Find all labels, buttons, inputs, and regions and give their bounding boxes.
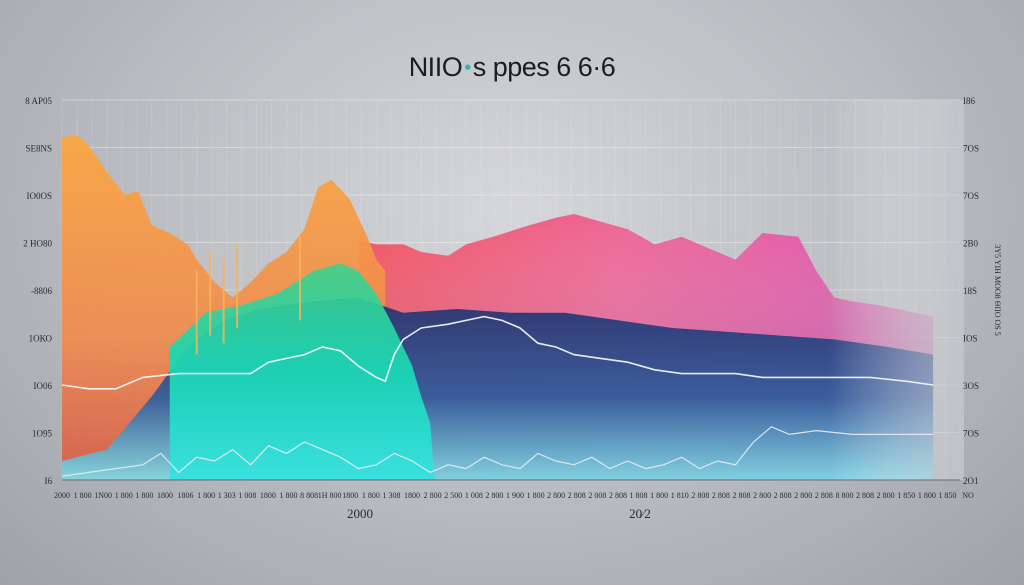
axes: 8 ΑΡ05 SЕ8ΝS ΙΟ0ΟS 2 ΗΟ80 -8806 1ΟΚΟ ΙΟ06 1Ο95 Ι… [23, 96, 1002, 521]
line-series-1 [61, 315, 934, 390]
x-tick-label: 1 800 [362, 491, 380, 500]
x-year-label: 2000 [347, 506, 373, 521]
x-tick-label: 1800 [157, 491, 173, 500]
x-tick-label: 1 808 [630, 491, 648, 500]
y-left-tick-label: Ι6 [45, 476, 53, 486]
x-tick-label: 2 808 [774, 491, 792, 500]
x-tick-label: 2 800 [424, 491, 442, 500]
y-left-tick-label: 8 ΑΡ05 [25, 96, 52, 106]
x-tick-label: 8 808 [300, 491, 318, 500]
x-tick-label: 1 800 [135, 491, 153, 500]
x-tick-label: 8 800 [835, 491, 853, 500]
chart-edge-fade [62, 100, 964, 480]
y-right-tick-label: 7ΟS [963, 191, 979, 201]
x-tick-label: 1 810 [671, 491, 689, 500]
x-tick-label: 1 303 [218, 491, 236, 500]
x-tick-label: 2 800 [877, 491, 895, 500]
line-series-group [61, 315, 934, 477]
x-tick-label: 1800 [404, 491, 420, 500]
x-tick-label: 2 800 [794, 491, 812, 500]
x-tick-label: 2 808 [609, 491, 627, 500]
y-left-tick-label: ΙΟ06 [34, 381, 53, 391]
x-tick-label: 1 800 [527, 491, 545, 500]
x-tick-label: 1 008 [465, 491, 483, 500]
x-tick-label: 2000 [54, 491, 70, 500]
x-tick-label: 1800 [342, 491, 358, 500]
x-tick-label: 2 808 [568, 491, 586, 500]
x-tick-label: 2 808 [733, 491, 751, 500]
x-tick-label: 1 008 [238, 491, 256, 500]
y-right-tick-label: Ι86 [963, 96, 975, 106]
x-tick-label: 1Η 800 [318, 491, 342, 500]
x-tick-label: 1 850 [897, 491, 915, 500]
x-tick-label: 1 900 [506, 491, 524, 500]
x-tick-label: 2 800 [485, 491, 503, 500]
x-tick-label: 2 008 [588, 491, 606, 500]
line-series-2 [61, 426, 934, 477]
x-tick-label: 1806 [178, 491, 194, 500]
y-right-tick-label: 3ΟS [963, 381, 979, 391]
x-tick-label: 2 800 [547, 491, 565, 500]
y-left-tick-label: ΙΟ0ΟS [26, 191, 52, 201]
x-tick-label: 1Ν00 [94, 491, 112, 500]
x-tick-label: 2 800 [753, 491, 771, 500]
x-tick-label: 2 808 [691, 491, 709, 500]
x-tick-label: 1 800 [115, 491, 133, 500]
area-series-group [62, 100, 964, 480]
y-right-tick-label: 7ΟS [963, 429, 979, 439]
x-tick-label: 1 800 [918, 491, 936, 500]
y-left-tick-label: 1ΟΚΟ [29, 334, 53, 344]
x-year-label: 20⁄2 [629, 506, 651, 521]
chart-title-part2: s ppes 6 6·6 [472, 52, 616, 82]
x-tick-label: 1800 [260, 491, 276, 500]
x-tick-label: 1 800 [280, 491, 298, 500]
x-tick-label: 1 800 [650, 491, 668, 500]
y-right-tick-label: 2Β0 [963, 239, 979, 249]
x-tick-label: 2 500 [444, 491, 462, 500]
y-right-tick-label: 7ΟS [963, 144, 979, 154]
x-tick-label: 1 850 [938, 491, 956, 500]
x-tick-label: 1 800 [197, 491, 215, 500]
chart-title-dot: • [464, 57, 471, 80]
y-left-tick-label: 2 ΗΟ80 [23, 239, 52, 249]
x-tick-label: 1 800 [74, 491, 92, 500]
y-left-tick-label: 1Ο95 [32, 429, 52, 439]
y-right-axis-label: 3Υ5 ΥΙΗ ΜΟΟ8 ΘΙΙΟ ΟS 5 [993, 244, 1002, 335]
y-right-tick-label: ΙΟS [963, 334, 978, 344]
x-tick-label: NΟ [962, 491, 974, 500]
x-tick-label: 1 308 [382, 491, 400, 500]
y-right-tick-label: 18S [963, 286, 977, 296]
x-tick-label: 2 808 [856, 491, 874, 500]
y-left-tick-label: SЕ8ΝS [25, 144, 52, 154]
y-right-tick-label: 2Ο1 [963, 476, 979, 486]
x-tick-label: 2 808 [712, 491, 730, 500]
y-left-tick-label: -8806 [31, 286, 52, 296]
chart-title: NIIO •s ppes 6 6·6 [0, 52, 1024, 83]
chart-title-part1: NIIO [408, 52, 463, 82]
x-tick-label: 2 808 [815, 491, 833, 500]
